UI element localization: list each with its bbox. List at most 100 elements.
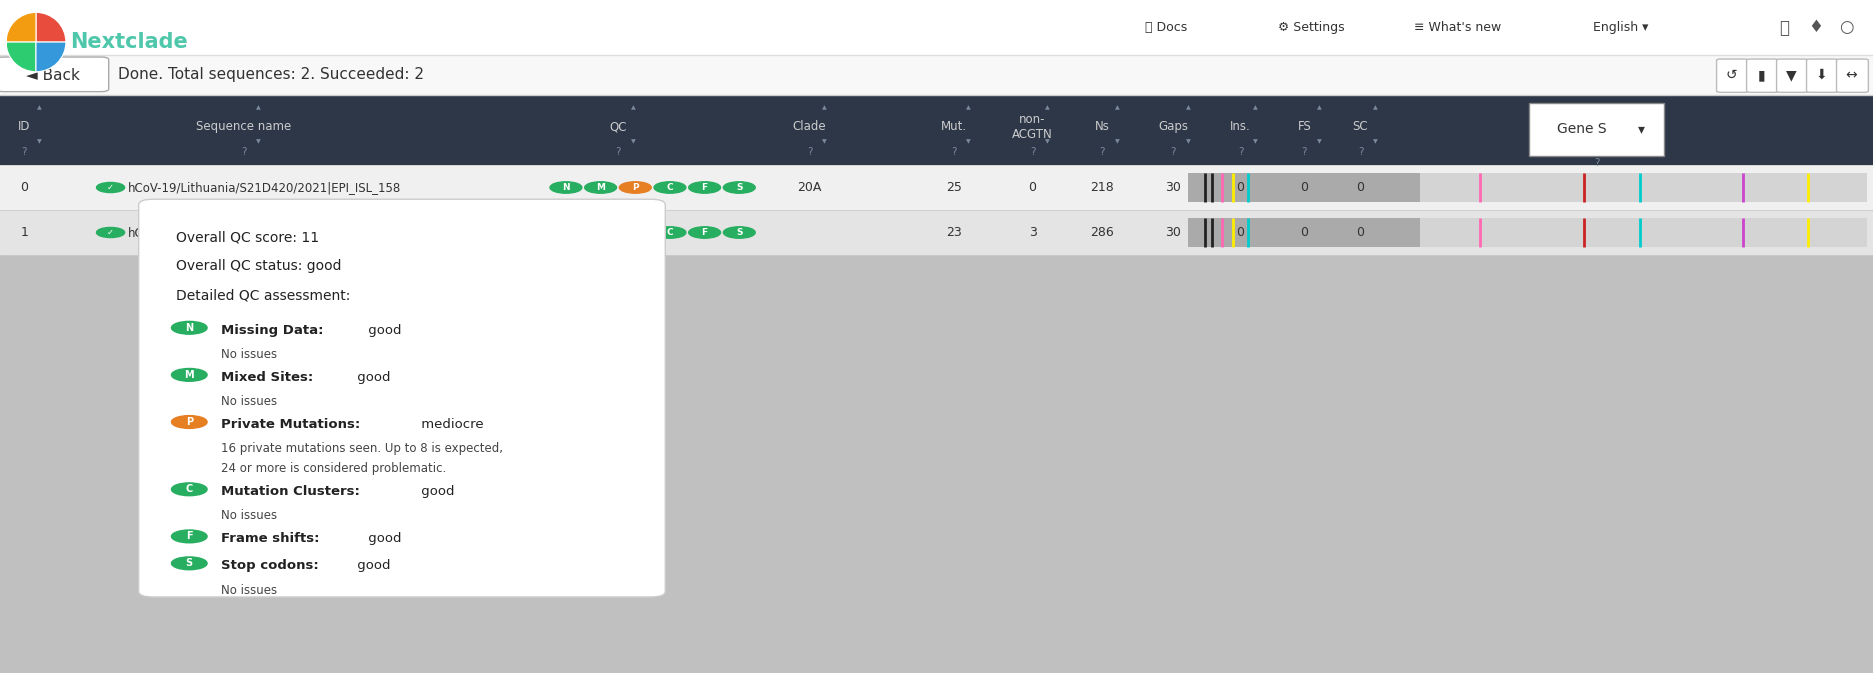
Text: ?: ? <box>1302 147 1305 157</box>
Text: 1: 1 <box>21 226 28 239</box>
Text: F: F <box>185 532 193 541</box>
Circle shape <box>551 227 581 238</box>
Text: Detailed QC assessment:: Detailed QC assessment: <box>176 288 350 302</box>
FancyBboxPatch shape <box>139 199 665 597</box>
Text: 0: 0 <box>1236 226 1244 239</box>
Text: ▼: ▼ <box>966 139 970 144</box>
Text: 16 private mutations seen. Up to 8 is expected,: 16 private mutations seen. Up to 8 is ex… <box>221 442 502 455</box>
Circle shape <box>172 530 208 543</box>
Circle shape <box>723 227 755 238</box>
Text: 0: 0 <box>1300 226 1307 239</box>
Circle shape <box>584 227 616 238</box>
Text: ✓: ✓ <box>107 228 114 237</box>
Text: C: C <box>185 485 193 494</box>
Text: N: N <box>562 228 569 237</box>
Text: ▼: ▼ <box>257 139 260 144</box>
Text: Ns: Ns <box>1094 120 1109 133</box>
Circle shape <box>618 227 650 238</box>
Text: C: C <box>667 183 672 192</box>
Text: ▮: ▮ <box>1757 68 1764 82</box>
Text: ↺: ↺ <box>1725 68 1736 82</box>
Text: ?: ? <box>1171 147 1174 157</box>
Text: ?: ? <box>807 147 811 157</box>
FancyBboxPatch shape <box>1836 59 1867 92</box>
Text: ✓: ✓ <box>107 183 114 192</box>
Text: No issues: No issues <box>221 395 277 408</box>
Text: M: M <box>596 183 605 192</box>
FancyBboxPatch shape <box>1746 59 1777 92</box>
Text: ▲: ▲ <box>822 105 826 110</box>
Text: C: C <box>667 228 672 237</box>
Text: S: S <box>185 559 193 568</box>
FancyBboxPatch shape <box>0 55 1873 95</box>
Circle shape <box>551 182 581 193</box>
Text: ?: ? <box>951 147 955 157</box>
Text: 286: 286 <box>1090 226 1113 239</box>
Circle shape <box>689 182 719 193</box>
Text: SC: SC <box>1352 120 1367 133</box>
Circle shape <box>723 182 755 193</box>
FancyBboxPatch shape <box>1187 173 1420 202</box>
Text: good: good <box>363 324 401 336</box>
Text: ▲: ▲ <box>1114 105 1118 110</box>
Text: F: F <box>701 228 708 237</box>
FancyBboxPatch shape <box>1776 59 1807 92</box>
Text: ▼: ▼ <box>631 139 635 144</box>
Text: QC: QC <box>609 120 627 133</box>
Text: good: good <box>363 532 401 545</box>
Text: ▼: ▼ <box>1045 139 1049 144</box>
Text: ▲: ▲ <box>631 105 635 110</box>
FancyBboxPatch shape <box>1528 103 1663 155</box>
Text: Gene S: Gene S <box>1556 122 1605 137</box>
Text: ?: ? <box>22 147 26 157</box>
Text: ▲: ▲ <box>257 105 260 110</box>
Text: 0: 0 <box>1356 181 1364 194</box>
Text: hCoV-19/Lithuania/S21D421: hCoV-19/Lithuania/S21D421 <box>127 226 294 239</box>
Circle shape <box>654 227 686 238</box>
Text: 25: 25 <box>946 181 961 194</box>
Text: mediocre: mediocre <box>418 418 483 431</box>
Text: ▼: ▼ <box>1186 139 1189 144</box>
Text: ▾: ▾ <box>1637 122 1644 137</box>
FancyBboxPatch shape <box>0 95 1873 165</box>
Wedge shape <box>6 12 36 42</box>
Text: N: N <box>185 323 193 332</box>
Text: ID: ID <box>19 120 30 133</box>
Text: ▼: ▼ <box>822 139 826 144</box>
Text: Mutation Clusters:: Mutation Clusters: <box>221 485 360 498</box>
Text: P: P <box>631 228 639 237</box>
Text: 30: 30 <box>1165 181 1180 194</box>
Wedge shape <box>36 42 66 72</box>
Text: ?: ? <box>616 147 620 157</box>
Circle shape <box>584 182 616 193</box>
Circle shape <box>654 182 686 193</box>
Text: ▼: ▼ <box>1317 139 1320 144</box>
Text: ▲: ▲ <box>1253 105 1257 110</box>
Text: Done. Total sequences: 2. Succeeded: 2: Done. Total sequences: 2. Succeeded: 2 <box>118 67 423 83</box>
Text: ?: ? <box>1099 147 1103 157</box>
Wedge shape <box>6 42 36 72</box>
Text: ⎕ Docs: ⎕ Docs <box>1144 21 1186 34</box>
Text: ○: ○ <box>1837 18 1852 36</box>
Text: M: M <box>184 370 195 380</box>
Circle shape <box>172 483 208 496</box>
Text: Sequence name: Sequence name <box>197 120 290 133</box>
Text: 0: 0 <box>21 181 28 194</box>
Text: P: P <box>185 417 193 427</box>
Text: FS: FS <box>1296 120 1311 133</box>
Text: ?: ? <box>1358 147 1362 157</box>
Text: ▲: ▲ <box>37 105 41 110</box>
FancyBboxPatch shape <box>1187 218 1420 247</box>
Text: No issues: No issues <box>221 348 277 361</box>
Text: ▼: ▼ <box>1114 139 1118 144</box>
Text: ♦: ♦ <box>1807 18 1822 36</box>
Text: 20A: 20A <box>796 181 822 194</box>
Text: ?: ? <box>242 147 245 157</box>
Text: N: N <box>562 183 569 192</box>
Circle shape <box>172 416 208 429</box>
Text: 0: 0 <box>1356 226 1364 239</box>
Text: Overall QC score: 11: Overall QC score: 11 <box>176 230 318 244</box>
Text: M: M <box>596 228 605 237</box>
Text: 0: 0 <box>1028 181 1036 194</box>
Text: Clade: Clade <box>792 120 826 133</box>
